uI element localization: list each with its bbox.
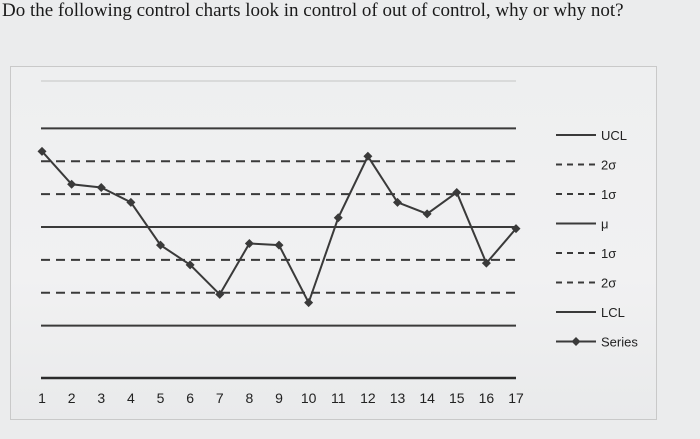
legend-label: UCL	[601, 128, 627, 143]
series-line-group	[37, 146, 521, 308]
legend-label: 2σ	[601, 158, 616, 173]
x-tick-label: 6	[186, 390, 194, 406]
legend-label: 1σ	[601, 246, 616, 261]
legend-item-mu: μ	[556, 217, 609, 232]
series-point	[156, 240, 165, 250]
legend-item-1sigma: 1σ	[556, 187, 616, 202]
x-tick-label: 14	[419, 390, 435, 406]
legend-item-ucl: UCL	[556, 128, 627, 143]
legend-item-1sigma: 1σ	[556, 246, 616, 261]
x-tick-label: 1	[38, 390, 46, 406]
control-chart: 1 2 3 4 5 6 7 8 9 10 11 12 13 14 15 16 17 UCL 2σ 1σ μ 1σ 2σ LC…	[10, 66, 657, 420]
legend-item-lcl: LCL	[556, 305, 625, 320]
x-tick-label: 15	[449, 390, 465, 406]
legend: UCL 2σ 1σ μ 1σ 2σ LCL Series	[556, 128, 638, 350]
x-tick-label: 7	[216, 390, 224, 406]
x-tick-label: 11	[331, 390, 346, 406]
question-text: Do the following control charts look in …	[2, 0, 624, 21]
series-point	[481, 258, 491, 268]
x-tick-label: 13	[390, 390, 406, 406]
legend-item-2sigma: 2σ	[556, 158, 616, 173]
series-point	[67, 179, 77, 189]
legend-marker	[571, 337, 581, 346]
series-point	[244, 238, 254, 248]
x-tick-label: 17	[508, 390, 524, 406]
series-point	[333, 213, 343, 223]
series-point	[452, 187, 462, 197]
series-point	[185, 260, 195, 270]
legend-label: 1σ	[601, 187, 616, 202]
x-tick-label: 9	[275, 390, 283, 406]
series-point	[96, 183, 106, 193]
x-tick-label: 16	[479, 390, 495, 406]
legend-label: 2σ	[601, 276, 616, 291]
x-tick-label: 8	[245, 390, 253, 406]
series-point	[215, 289, 225, 299]
control-lines	[41, 80, 516, 380]
series-point	[511, 224, 521, 234]
x-axis-tick-labels: 1 2 3 4 5 6 7 8 9 10 11 12 13 14 15 16 17	[38, 390, 524, 406]
series-point	[393, 197, 402, 207]
series-point	[304, 298, 314, 308]
x-tick-label: 12	[360, 390, 376, 406]
series-point	[126, 197, 136, 207]
x-tick-label: 3	[97, 390, 105, 406]
x-tick-label: 5	[157, 390, 165, 406]
legend-label: Series	[601, 335, 638, 350]
x-tick-label: 4	[127, 390, 135, 406]
legend-item-series: Series	[556, 335, 638, 350]
series-point	[363, 151, 373, 161]
x-tick-label: 2	[68, 390, 76, 406]
legend-label: LCL	[601, 305, 625, 320]
x-tick-label: 10	[301, 390, 317, 406]
legend-label: μ	[601, 217, 609, 232]
series-point	[37, 146, 47, 156]
series-point	[274, 240, 284, 250]
legend-item-2sigma: 2σ	[556, 276, 616, 291]
control-chart-svg: 1 2 3 4 5 6 7 8 9 10 11 12 13 14 15 16 17 UCL2σ1σμ1σ2σLC…	[37, 80, 638, 406]
series-point	[422, 209, 432, 219]
